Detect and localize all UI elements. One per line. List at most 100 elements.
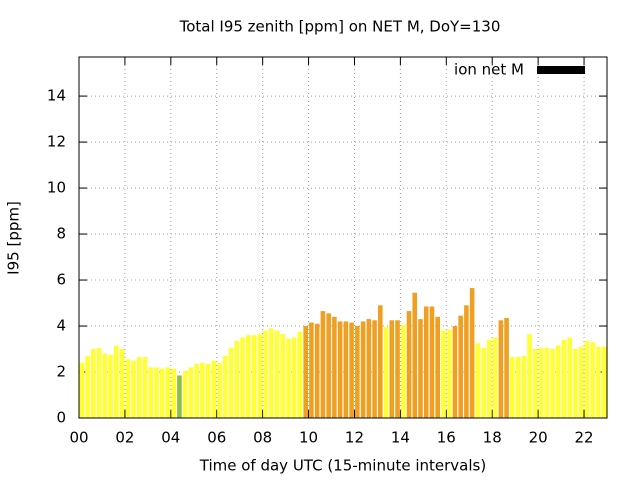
bar: [188, 367, 194, 418]
y-tick-label: 6: [56, 271, 66, 289]
bar: [108, 354, 113, 418]
bar: [584, 340, 590, 418]
bar: [573, 349, 578, 418]
bar: [136, 357, 142, 418]
bar: [326, 313, 331, 418]
bar: [268, 328, 274, 418]
x-tick-label: 18: [483, 429, 502, 447]
x-tick-label: 06: [207, 429, 226, 447]
bar: [119, 349, 125, 418]
bar: [343, 321, 349, 418]
bar: [114, 345, 119, 418]
x-axis-label: Time of day UTC (15-minute intervals): [199, 457, 486, 475]
legend-label: ion net M: [454, 61, 524, 79]
bar: [492, 337, 498, 418]
y-tick-label: 12: [47, 133, 66, 151]
bar: [96, 347, 102, 418]
bar: [246, 335, 251, 418]
bar: [125, 359, 131, 418]
bar: [102, 353, 108, 418]
bar: [159, 368, 165, 418]
bar: [481, 347, 486, 418]
bar: [309, 322, 314, 418]
y-tick-label: 4: [56, 317, 66, 335]
bar: [578, 346, 584, 418]
bar: [550, 349, 555, 418]
bar: [251, 335, 257, 418]
bar: [532, 349, 538, 418]
bar: [423, 306, 429, 418]
bar: [297, 331, 303, 418]
bar: [441, 330, 446, 418]
bar: [349, 322, 354, 418]
bar: [510, 357, 515, 418]
bar: [389, 320, 395, 418]
bar: [521, 355, 527, 418]
bar: [240, 337, 245, 418]
bar: [205, 363, 211, 418]
bar: [131, 360, 136, 418]
bar: [395, 320, 400, 418]
bar: [446, 329, 452, 418]
bar: [527, 334, 532, 418]
bar: [148, 367, 154, 418]
y-tick-label: 2: [56, 363, 66, 381]
bar: [194, 363, 199, 418]
bar: [263, 330, 268, 418]
y-axis-label: I95 [ppm]: [5, 201, 23, 275]
x-tick-label: 10: [299, 429, 318, 447]
x-tick-label: 16: [437, 429, 456, 447]
bar: [504, 317, 509, 418]
bar: [378, 305, 383, 418]
x-tick-label: 14: [391, 429, 410, 447]
bar: [142, 357, 148, 418]
bar: [400, 324, 406, 418]
bar: [217, 362, 222, 418]
bar: [590, 342, 595, 418]
bar: [498, 320, 504, 418]
bar: [429, 306, 435, 418]
bar: [355, 326, 360, 418]
bar: [274, 330, 280, 418]
bar: [228, 347, 234, 418]
bar: [475, 343, 481, 418]
bar: [234, 340, 240, 418]
x-tick-label: 22: [574, 429, 593, 447]
bar: [383, 327, 389, 418]
y-tick-label: 14: [47, 87, 66, 105]
bar: [165, 367, 171, 418]
bar: [182, 370, 188, 418]
bar: [332, 316, 337, 418]
bar: [464, 305, 469, 418]
bar: [406, 311, 412, 418]
bar: [91, 349, 96, 418]
bar: [360, 321, 366, 418]
bar: [85, 355, 90, 418]
bar: [601, 346, 607, 418]
bar: [286, 338, 291, 418]
chart-title: Total I95 zenith [ppm] on NET M, DoY=130: [179, 18, 501, 36]
bar: [372, 320, 377, 418]
bar: [79, 362, 85, 418]
x-tick-label: 00: [69, 429, 88, 447]
bar: [596, 346, 601, 418]
bar: [418, 319, 423, 418]
bar: [303, 326, 308, 418]
y-tick-label: 0: [56, 409, 66, 427]
bar: [177, 375, 182, 418]
bar: [291, 337, 297, 418]
bar: [412, 292, 418, 418]
y-tick-label: 8: [56, 225, 66, 243]
x-tick-label: 12: [345, 429, 364, 447]
x-tick-label: 04: [161, 429, 180, 447]
bar: [314, 323, 320, 418]
bar: [561, 339, 567, 418]
bar: [452, 326, 458, 418]
bar: [154, 367, 159, 418]
bar: [257, 334, 263, 418]
y-tick-label: 10: [47, 179, 66, 197]
x-tick-label: 02: [115, 429, 134, 447]
bar: [567, 337, 572, 418]
bar: [538, 347, 544, 418]
plot-border: [78, 56, 608, 419]
